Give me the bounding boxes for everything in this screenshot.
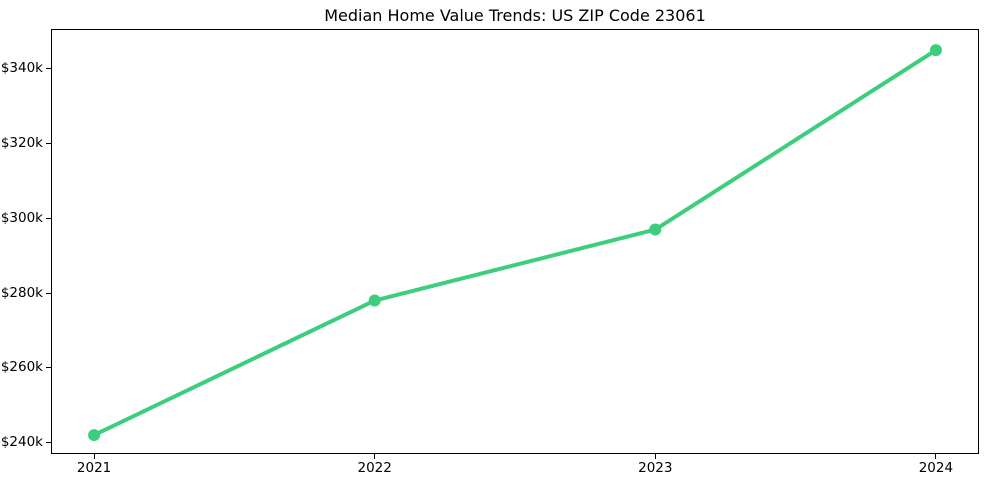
y-axis-tick bbox=[46, 292, 51, 294]
x-axis-tick bbox=[935, 454, 937, 459]
data-point-2021 bbox=[88, 429, 101, 442]
line-chart-canvas bbox=[88, 44, 942, 442]
plot-area bbox=[51, 29, 979, 454]
y-tick-label: $280k bbox=[0, 284, 43, 301]
x-tick-label: 2023 bbox=[638, 460, 673, 476]
trend-line bbox=[92, 48, 938, 438]
x-tick-label: 2024 bbox=[918, 460, 954, 476]
y-axis-tick bbox=[46, 367, 51, 369]
chart-title: Median Home Value Trends: US ZIP Code 23… bbox=[324, 6, 706, 25]
y-tick-label: $240k bbox=[0, 434, 43, 451]
x-axis-tick bbox=[93, 454, 95, 459]
y-tick-label: $320k bbox=[0, 135, 43, 152]
y-axis-tick bbox=[46, 442, 51, 444]
y-tick-label: $260k bbox=[0, 359, 43, 376]
y-tick-label: $340k bbox=[0, 60, 43, 77]
y-tick-label: $300k bbox=[0, 209, 43, 226]
y-axis-tick bbox=[46, 217, 51, 219]
y-axis-tick bbox=[46, 68, 51, 70]
x-axis-tick bbox=[654, 454, 656, 459]
data-point-2023 bbox=[649, 223, 662, 236]
data-point-2024 bbox=[929, 44, 942, 57]
data-point-2022 bbox=[368, 294, 381, 307]
x-axis-tick bbox=[374, 454, 376, 459]
x-tick-label: 2021 bbox=[76, 460, 112, 476]
x-tick-label: 2022 bbox=[357, 460, 392, 476]
y-axis-tick bbox=[46, 143, 51, 145]
